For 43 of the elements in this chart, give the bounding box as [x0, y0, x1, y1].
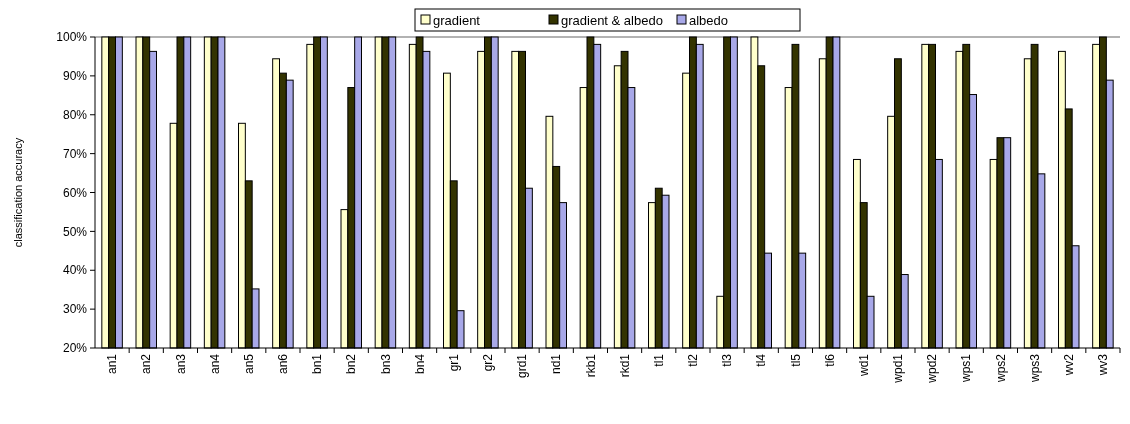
- x-tick-label: an4: [207, 353, 222, 375]
- x-tick-label: wps3: [1027, 353, 1042, 384]
- x-tick-label: tl4: [754, 353, 769, 367]
- x-tick-label: rkd1: [617, 353, 632, 378]
- x-tick-label: grd1: [515, 353, 530, 379]
- x-tick-label: gr2: [481, 353, 496, 372]
- y-tick-label: 20%: [62, 341, 88, 356]
- x-tick-label: bn1: [310, 353, 325, 375]
- y-tick-label: 90%: [62, 69, 88, 84]
- x-tick-label: wpd1: [891, 353, 906, 384]
- x-tick-label: bn2: [344, 353, 359, 375]
- x-tick-label: rkb1: [583, 353, 598, 378]
- x-tick-label: wps2: [993, 353, 1008, 384]
- x-tick-label: an1: [105, 353, 120, 375]
- x-tick-label: tl1: [651, 353, 666, 367]
- y-tick-label: 50%: [62, 224, 88, 239]
- x-tick-label: an3: [173, 353, 188, 375]
- x-tick-label: wv2: [1061, 353, 1076, 377]
- y-tick-label: 30%: [62, 302, 88, 317]
- x-tick-label: an6: [276, 353, 291, 375]
- x-tick-label: gr1: [446, 353, 461, 372]
- x-tick-label: wd1: [856, 353, 871, 378]
- y-tick-label: 40%: [62, 263, 88, 278]
- y-tick-label: 100%: [56, 30, 88, 45]
- legend-label: gradient & albedo: [561, 12, 663, 28]
- x-tick-label: an2: [139, 353, 154, 375]
- x-tick-label: tl5: [788, 353, 803, 367]
- x-tick-label: tl2: [686, 353, 701, 367]
- y-tick-label: 80%: [62, 107, 88, 122]
- y-axis-title: classification accuracy: [12, 137, 24, 248]
- x-tick-label: wps1: [959, 353, 974, 384]
- y-tick-label: 60%: [62, 185, 88, 200]
- x-tick-label: nd1: [549, 353, 564, 375]
- x-tick-label: wpd2: [925, 353, 940, 384]
- x-tick-label: tl6: [822, 353, 837, 367]
- x-tick-label: wv3: [1096, 353, 1111, 377]
- y-tick-label: 70%: [62, 146, 88, 161]
- x-tick-label: bn3: [378, 353, 393, 375]
- legend-label: gradient: [433, 12, 481, 28]
- legend-label: albedo: [689, 12, 729, 28]
- x-tick-label: an5: [241, 353, 256, 375]
- x-tick-label: tl3: [720, 353, 735, 367]
- x-tick-label: bn4: [412, 353, 427, 375]
